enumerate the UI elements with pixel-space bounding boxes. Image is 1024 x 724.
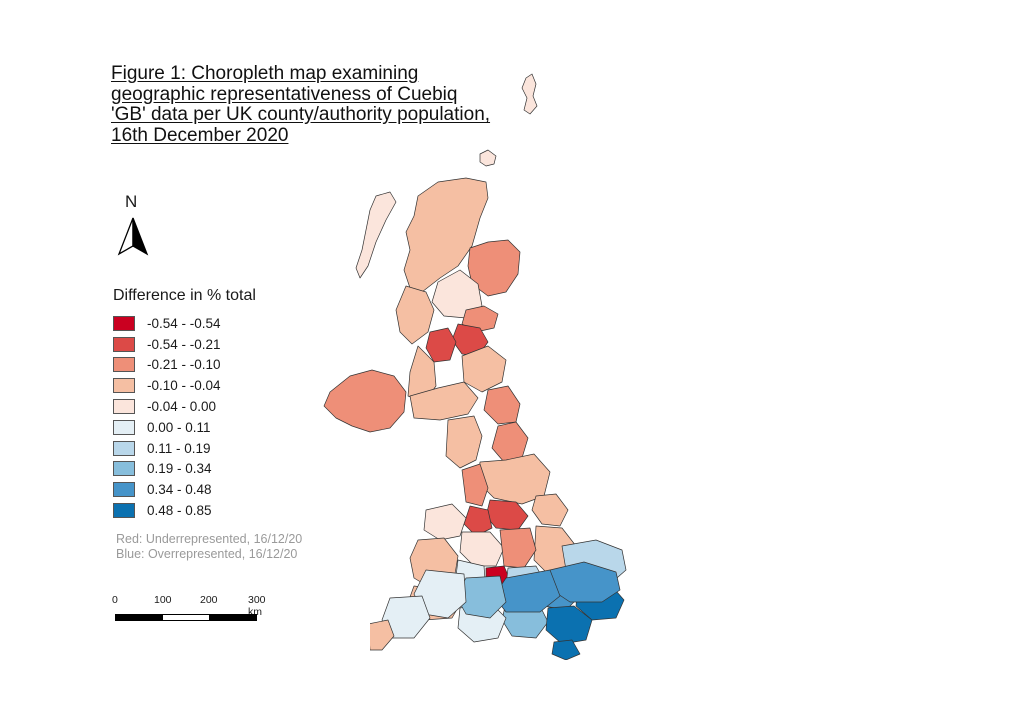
legend-label: 0.11 - 0.19: [147, 440, 211, 456]
legend-row: -0.54 - -0.21: [113, 334, 256, 355]
north-arrow: N: [113, 192, 157, 262]
outer-hebrides: [355, 191, 397, 279]
herts-essex: [545, 605, 593, 645]
legend-label: -0.04 - 0.00: [147, 399, 217, 415]
scale-bar: 0 100 200 300 km: [112, 594, 282, 628]
legend-swatch: [113, 461, 135, 477]
legend-label: 0.19 - 0.34: [147, 461, 212, 477]
legend-label: 0.00 - 0.11: [147, 419, 211, 435]
legend-row: 0.34 - 0.48: [113, 479, 256, 500]
note-red: Red: Underrepresented, 16/12/20: [116, 532, 303, 546]
highland: [403, 177, 489, 293]
legend-row: 0.48 - 0.85: [113, 500, 256, 521]
southern-england-map: [370, 561, 621, 651]
legend-title: Difference in % total: [113, 287, 256, 304]
dorset-somerset: [413, 569, 467, 619]
legend-swatch: [113, 419, 135, 435]
scale-segment-2: [162, 614, 210, 621]
scale-segment-3: [209, 614, 257, 621]
cumbria: [445, 415, 483, 469]
legend-label: -0.10 - -0.04: [147, 378, 221, 394]
legend-row: -0.54 - -0.54: [113, 313, 256, 334]
notes: Red: Underrepresented, 16/12/20 Blue: Ov…: [116, 532, 302, 562]
kent: [549, 561, 621, 603]
legend-row: -0.04 - 0.00: [113, 396, 256, 417]
legend-rows: -0.54 - -0.54 -0.54 - -0.21 -0.21 - -0.10 -…: [113, 313, 256, 521]
legend-row: -0.21 - -0.10: [113, 355, 256, 376]
north-wales: [423, 503, 467, 541]
surrey-sussex: [493, 569, 561, 613]
tyne-wear-durham: [491, 421, 529, 463]
legend-label: 0.48 - 0.85: [147, 503, 212, 519]
east-yorkshire: [531, 493, 569, 527]
legend-label: 0.34 - 0.48: [147, 482, 212, 498]
dumfries-galloway: [409, 381, 479, 421]
legend-swatch: [113, 503, 135, 519]
northumberland: [483, 385, 521, 425]
map-title: Figure 1: Choropleth map examining geogr…: [111, 63, 491, 146]
london: [551, 639, 581, 660]
legend-label: -0.54 - -0.21: [147, 336, 221, 352]
greater-manchester: [463, 505, 493, 537]
legend-label: -0.54 - -0.54: [147, 315, 221, 331]
scale-segment-1: [115, 614, 163, 621]
legend-swatch: [113, 399, 135, 415]
scale-tick-200: 200: [200, 594, 218, 606]
north-label: N: [125, 192, 138, 211]
scale-tick-100: 100: [154, 594, 172, 606]
cornwall: [370, 619, 395, 651]
northern-ireland: [323, 369, 407, 433]
aberdeenshire: [467, 239, 521, 297]
devon: [381, 595, 431, 639]
legend-swatch: [113, 378, 135, 394]
legend-row: -0.10 - -0.04: [113, 375, 256, 396]
legend-swatch: [113, 440, 135, 456]
cheshire-staffs: [459, 531, 505, 567]
lancashire: [461, 463, 489, 507]
shetland: [521, 73, 538, 115]
scale-tick-0: 0: [112, 594, 118, 606]
legend-swatch: [113, 336, 135, 352]
glasgow: [425, 327, 457, 363]
orkney: [479, 149, 497, 167]
legend-row: 0.00 - 0.11: [113, 417, 256, 438]
argyll: [395, 285, 435, 345]
derbyshire-notts: [499, 527, 537, 569]
legend-row: 0.19 - 0.34: [113, 459, 256, 480]
legend-label: -0.21 - -0.10: [147, 357, 221, 373]
angus-fife: [461, 305, 499, 333]
legend-swatch: [113, 357, 135, 373]
legend: Difference in % total -0.54 - -0.54 -0.54…: [113, 287, 256, 521]
legend-row: 0.11 - 0.19: [113, 438, 256, 459]
north-arrow-icon: [117, 217, 149, 256]
legend-swatch: [113, 482, 135, 498]
legend-swatch: [113, 315, 135, 331]
west-yorkshire: [485, 499, 529, 531]
note-blue: Blue: Overrepresented, 16/12/20: [116, 547, 298, 561]
